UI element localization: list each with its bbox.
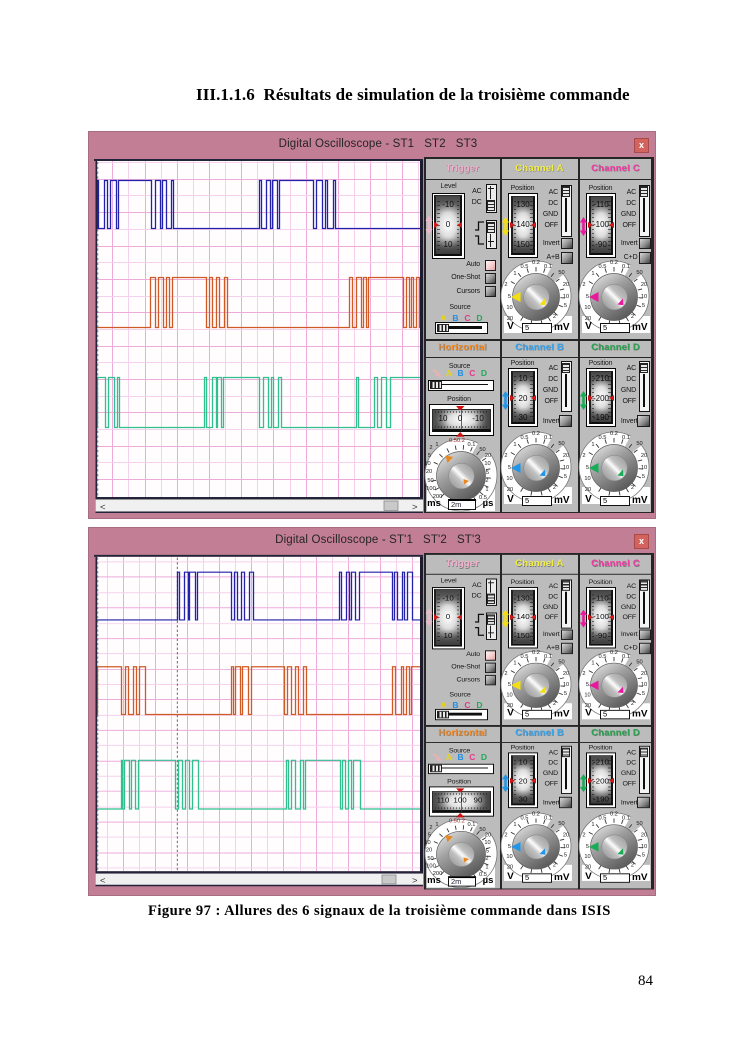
svg-text:>: >	[412, 876, 418, 886]
svg-text:>: >	[412, 502, 418, 513]
svg-text:<: <	[100, 502, 106, 513]
svg-text:<: <	[100, 876, 106, 886]
